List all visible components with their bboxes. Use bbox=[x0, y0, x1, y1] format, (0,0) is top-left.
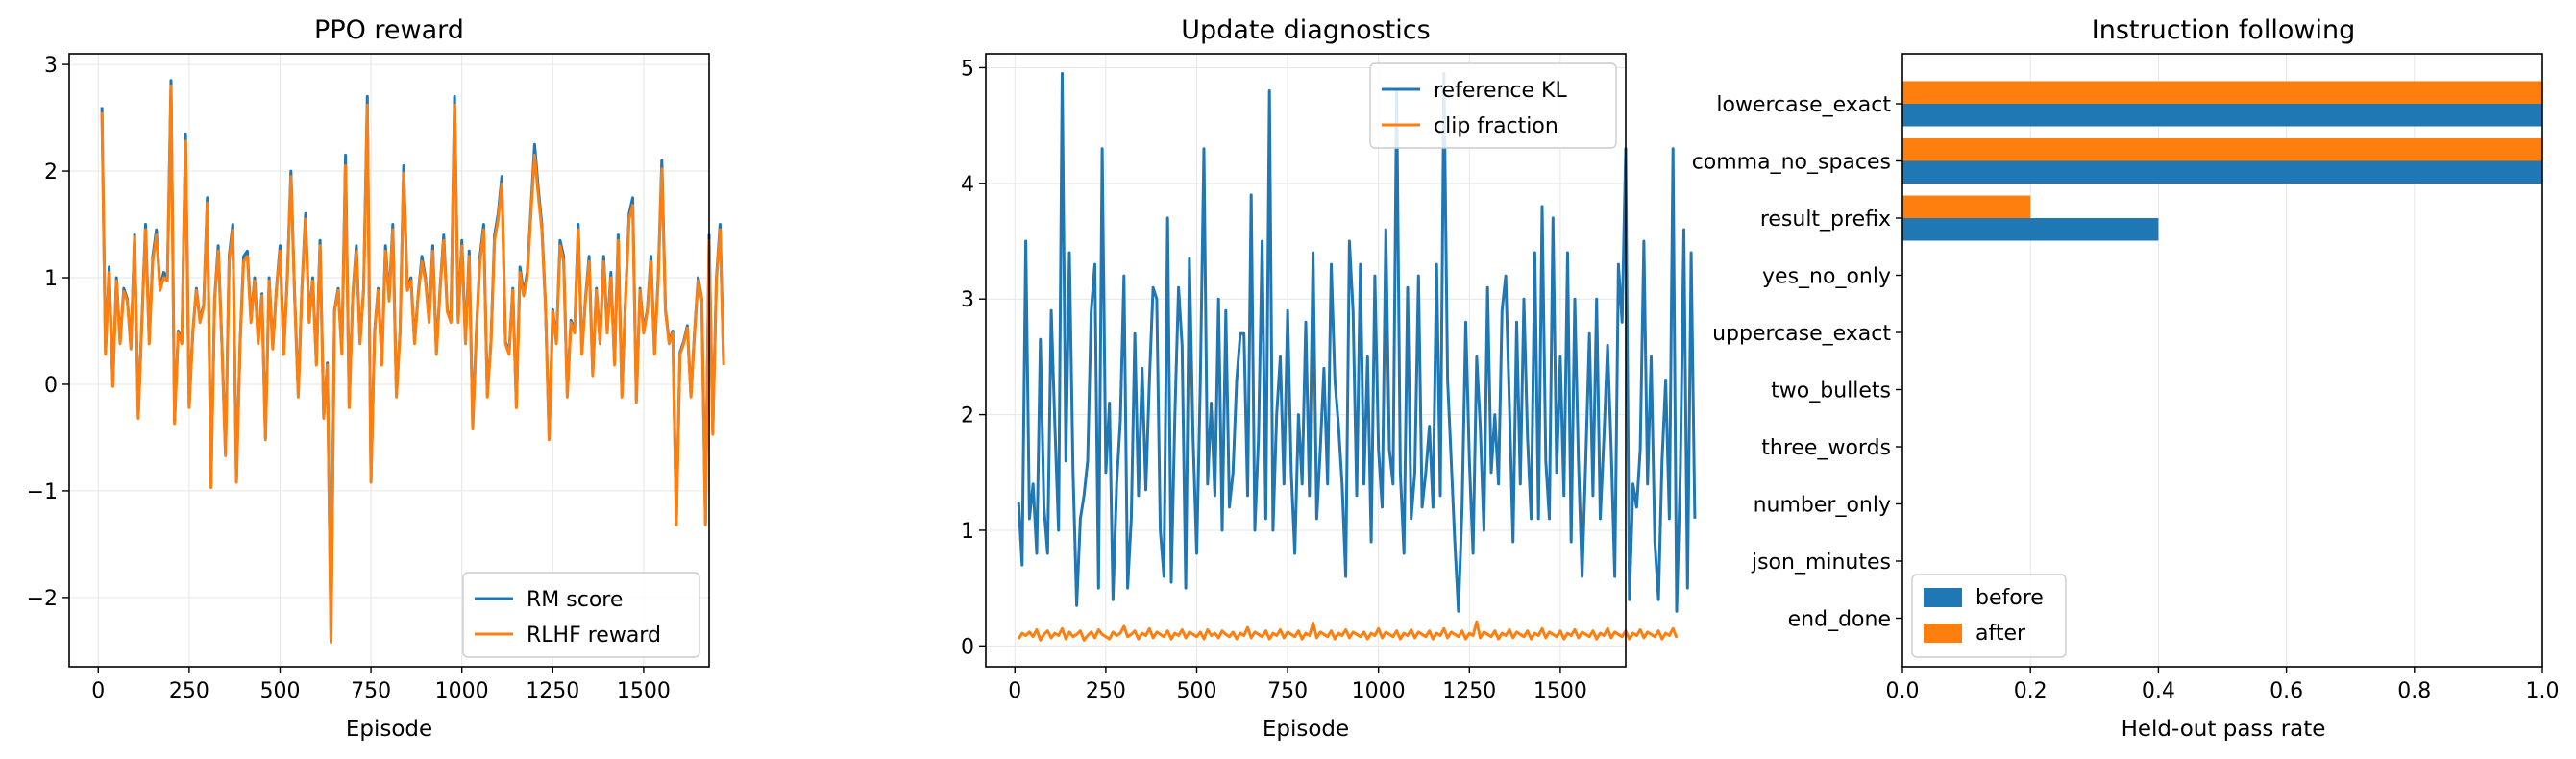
x-tick-label: 0 bbox=[91, 679, 105, 703]
x-tick-label: 1250 bbox=[1442, 679, 1496, 703]
y-tick-label: 0 bbox=[44, 374, 58, 398]
y-tick-label: 4 bbox=[961, 173, 974, 197]
y-tick-label: −1 bbox=[27, 480, 58, 504]
x-tick-label: 1500 bbox=[617, 679, 671, 703]
x-tick-label: 250 bbox=[169, 679, 209, 703]
x-tick-label: 500 bbox=[1176, 679, 1216, 703]
x-tick-label: 0.4 bbox=[2142, 679, 2175, 703]
x-tick-label: 0 bbox=[1008, 679, 1021, 703]
category-label: two_bullets bbox=[1771, 380, 1891, 404]
plot-frame bbox=[985, 53, 1627, 668]
x-tick-label: 500 bbox=[259, 679, 300, 703]
x-tick-label: 250 bbox=[1086, 679, 1126, 703]
plot-frame bbox=[68, 53, 710, 668]
bar-before bbox=[1902, 160, 2542, 184]
x-tick-label: 0.2 bbox=[2014, 679, 2048, 703]
category-label: lowercase_exact bbox=[1716, 93, 1891, 117]
x-axis-label: Held-out pass rate bbox=[2122, 717, 2326, 742]
update-diagnostics-chart: Update diagnostics 0 250 500 750 1000 1250 150… bbox=[961, 15, 1697, 742]
category-label: yes_no_only bbox=[1762, 265, 1891, 289]
y-tick-label: −2 bbox=[27, 587, 58, 611]
legend-label: clip fraction bbox=[1434, 114, 1558, 138]
series-line-0 bbox=[100, 79, 725, 642]
bar-after bbox=[1902, 81, 2542, 104]
category-label: uppercase_exact bbox=[1712, 322, 1891, 346]
ppo-reward-chart: PPO reward 0 250 500 750 1000 1250 1500 −2 −1 0 1 2… bbox=[27, 15, 725, 742]
x-tick-label: 1000 bbox=[1352, 679, 1406, 703]
legend-swatch bbox=[1924, 624, 1962, 643]
y-tick-label: 2 bbox=[961, 404, 974, 428]
legend-swatch bbox=[1924, 588, 1962, 607]
chart-title: Update diagnostics bbox=[1181, 15, 1430, 45]
bar-after bbox=[1902, 138, 2542, 161]
chart-title: PPO reward bbox=[314, 15, 464, 45]
bar-after bbox=[1902, 195, 2031, 218]
x-axis-label: Episode bbox=[346, 717, 432, 742]
x-tick-label: 1500 bbox=[1533, 679, 1587, 703]
y-tick-label: 1 bbox=[961, 520, 974, 544]
x-tick-label: 0.6 bbox=[2269, 679, 2303, 703]
category-label: number_only bbox=[1754, 494, 1891, 518]
legend-label: after bbox=[1975, 622, 2026, 646]
plot-frame bbox=[1901, 53, 2543, 668]
legend-label: before bbox=[1975, 586, 2044, 610]
category-label: json_minutes bbox=[1751, 551, 1891, 575]
legend-box bbox=[462, 572, 700, 658]
x-tick-label: 750 bbox=[1267, 679, 1308, 703]
x-tick-label: 0.8 bbox=[2397, 679, 2431, 703]
instruction-following-chart: Instruction following 0.0 0.2 0.4 0.6 0.8 1.0… bbox=[1692, 15, 2560, 742]
series-line-1 bbox=[1017, 620, 1679, 642]
legend-label: reference KL bbox=[1434, 79, 1567, 103]
y-tick-label: 5 bbox=[961, 57, 974, 81]
y-tick-label: 3 bbox=[44, 54, 58, 78]
category-label: end_done bbox=[1788, 608, 1891, 632]
chart-title: Instruction following bbox=[2092, 15, 2355, 45]
y-tick-label: 1 bbox=[44, 267, 58, 291]
series-line-0 bbox=[1017, 72, 1697, 613]
x-tick-label: 1.0 bbox=[2526, 679, 2560, 703]
bar-before bbox=[1902, 104, 2542, 127]
legend-label: RLHF reward bbox=[527, 624, 661, 648]
y-tick-label: 3 bbox=[961, 288, 974, 312]
y-tick-label: 2 bbox=[44, 160, 58, 184]
category-label: result_prefix bbox=[1760, 208, 1891, 232]
legend-box bbox=[1369, 62, 1617, 149]
bar-before bbox=[1902, 218, 2159, 241]
category-label: three_words bbox=[1761, 436, 1891, 460]
category-label: comma_no_spaces bbox=[1692, 151, 1891, 175]
x-tick-label: 1000 bbox=[435, 679, 489, 703]
series-line-1 bbox=[100, 84, 725, 644]
y-tick-label: 0 bbox=[961, 635, 974, 659]
x-axis-label: Episode bbox=[1263, 717, 1349, 742]
legend-label: RM score bbox=[527, 588, 623, 612]
x-tick-label: 0.0 bbox=[1886, 679, 1920, 703]
x-tick-label: 750 bbox=[351, 679, 391, 703]
x-tick-label: 1250 bbox=[526, 679, 579, 703]
